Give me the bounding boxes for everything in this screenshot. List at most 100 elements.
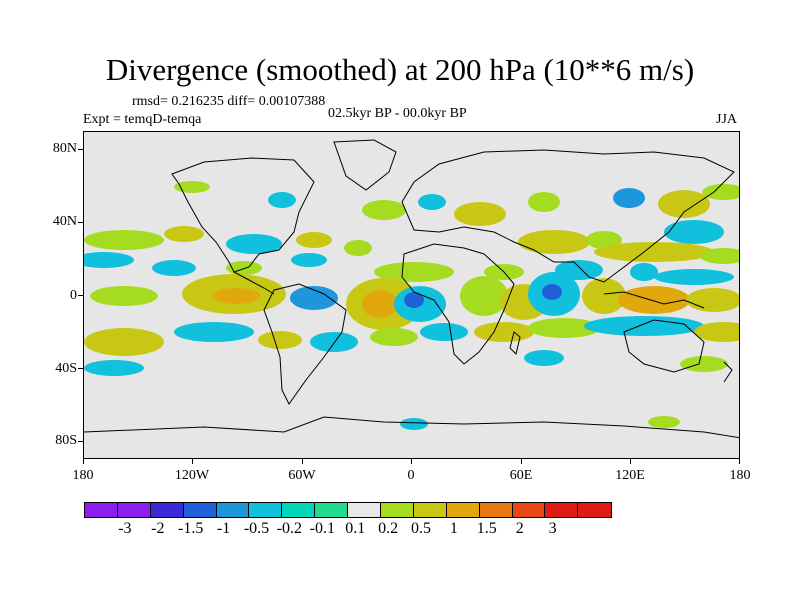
colorbar-segment: [85, 503, 118, 517]
lon-tick: [411, 459, 412, 464]
maritime-continent-coast: [603, 291, 705, 309]
australia-coast: [623, 319, 705, 373]
blob: [84, 230, 164, 250]
lat-tick: [78, 441, 83, 442]
blob: [680, 356, 728, 372]
eurasia-coast: [401, 149, 735, 283]
blob: [686, 288, 739, 312]
blob: [174, 181, 210, 193]
blob: [310, 332, 358, 352]
period-text: 02.5kyr BP - 00.0kyr BP: [328, 106, 467, 121]
lon-tick: [83, 459, 84, 464]
lat-label-40n: 40N: [52, 214, 77, 229]
blob: [374, 262, 454, 282]
colorbar-segment: [381, 503, 414, 517]
lon-label-120w: 120W: [174, 468, 210, 483]
blob: [420, 323, 468, 341]
blob: [212, 288, 260, 304]
contour-fills: [84, 181, 739, 430]
colorbar-label: 3: [548, 520, 557, 537]
blob: [524, 350, 564, 366]
blob: [613, 188, 645, 208]
blob: [648, 416, 680, 428]
colorbar-segment: [150, 503, 184, 517]
colorbar-segment: [512, 503, 546, 517]
colorbar-segment: [117, 503, 151, 517]
colorbar-label: 0.2: [378, 520, 399, 537]
colorbar-segment: [446, 503, 480, 517]
colorbar-label: 0.5: [411, 520, 431, 537]
colorbar-label: -0.5: [243, 520, 270, 537]
blob: [702, 184, 739, 200]
colorbar-label: 1.5: [476, 520, 497, 537]
blob: [582, 278, 626, 314]
stats-text: rmsd= 0.216235 diff= 0.00107388: [132, 94, 326, 109]
colorbar-label: 0.1: [345, 520, 366, 537]
lat-tick: [78, 149, 83, 150]
colorbar-label: -3: [118, 520, 132, 537]
greenland-coast: [333, 139, 397, 191]
lon-tick: [739, 459, 740, 464]
blob: [594, 242, 714, 262]
lon-label-60e: 60E: [509, 468, 533, 483]
blob: [664, 220, 724, 244]
blob: [654, 269, 734, 285]
blob: [90, 286, 158, 306]
lon-label-120e: 120E: [615, 468, 645, 483]
antarctica-coast: [84, 416, 739, 439]
colorbar-segment: [249, 503, 283, 517]
colorbar-label: 2: [515, 520, 524, 537]
lon-tick: [630, 459, 631, 464]
lon-label-180e: 180: [729, 468, 751, 483]
blob: [404, 292, 424, 308]
blob: [291, 253, 327, 267]
lon-label-180w: 180: [72, 468, 94, 483]
blob: [296, 232, 332, 248]
blob: [694, 322, 739, 342]
colorbar-segment: [348, 503, 382, 517]
blob: [84, 252, 134, 268]
lat-label-80s: 80S: [55, 433, 77, 448]
colorbar-segment: [479, 503, 513, 517]
lat-tick: [78, 295, 83, 296]
north-america-coast: [171, 157, 315, 273]
blob: [542, 284, 562, 300]
blob: [370, 328, 418, 346]
lat-tick: [78, 368, 83, 369]
colorbar-label: -0.2: [276, 520, 303, 537]
map-panel: [83, 131, 740, 459]
colorbar-label: 1: [449, 520, 458, 537]
blob: [518, 230, 590, 254]
colorbar-label: -1: [216, 520, 231, 537]
blob: [658, 190, 710, 218]
blob: [418, 194, 446, 210]
blob: [344, 240, 372, 256]
blob: [290, 286, 338, 310]
blob: [528, 192, 560, 212]
blob: [528, 318, 600, 338]
new-zealand-coast: [723, 361, 733, 383]
colorbar-segment: [545, 503, 579, 517]
africa-coast: [401, 243, 515, 365]
lat-label-80n: 80N: [52, 141, 77, 156]
blob: [152, 260, 196, 276]
colorbar-label: -0.1: [309, 520, 335, 537]
madagascar-coast: [509, 331, 521, 355]
colorbar-label: -2: [151, 520, 165, 537]
blob: [84, 328, 164, 356]
coastlines: [84, 139, 739, 439]
lat-label-0: 0: [70, 288, 77, 303]
blob: [618, 286, 690, 314]
lon-label-60w: 60W: [288, 468, 316, 483]
blob: [362, 290, 398, 318]
blob: [586, 231, 622, 249]
divergence-map: [84, 132, 739, 458]
lon-label-0: 0: [407, 468, 415, 483]
blob: [454, 202, 506, 226]
blob: [226, 261, 262, 275]
colorbar: [84, 502, 613, 518]
blob: [584, 316, 704, 336]
lon-tick: [521, 459, 522, 464]
blob: [226, 234, 282, 254]
colorbar-segment: [315, 503, 349, 517]
